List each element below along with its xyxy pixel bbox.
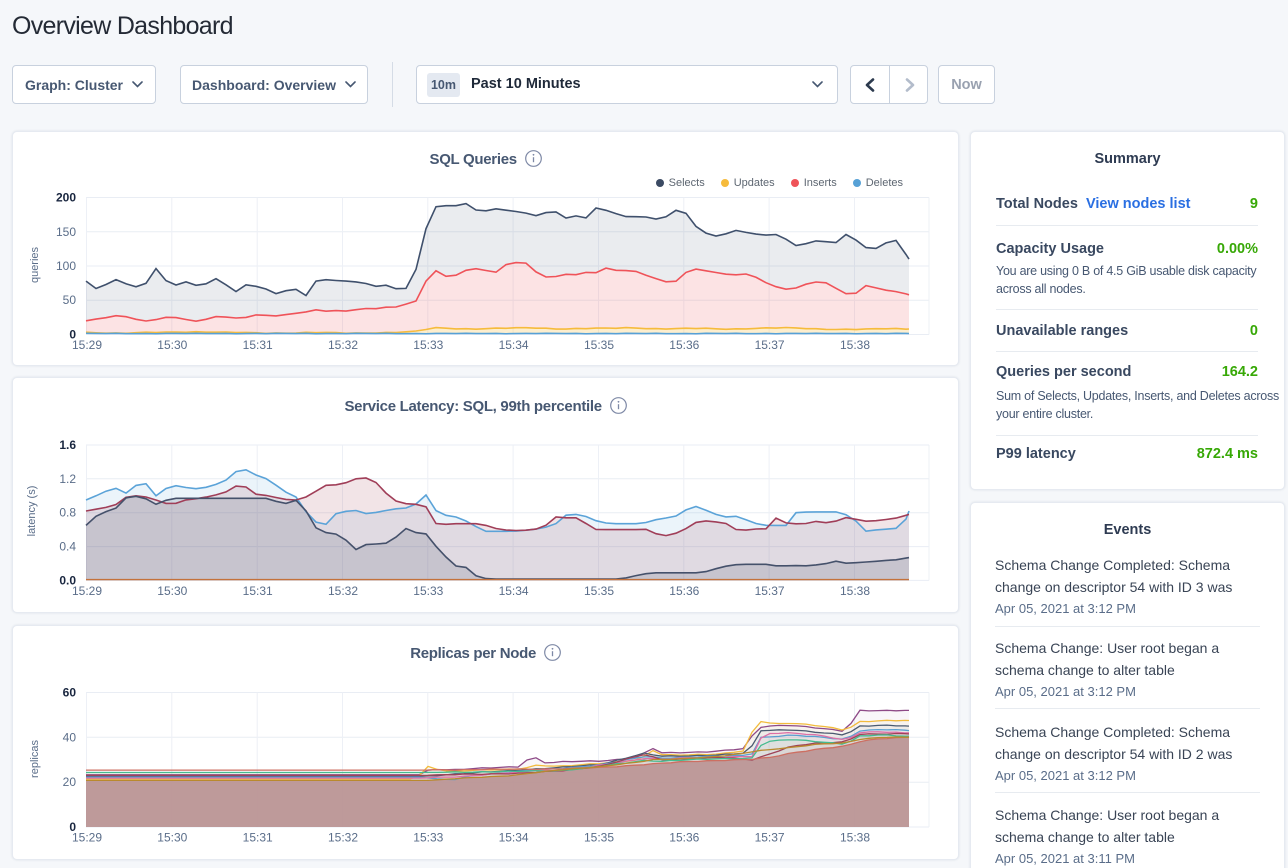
svg-text:15:34: 15:34: [499, 584, 529, 598]
svg-text:15:37: 15:37: [755, 831, 785, 845]
svg-text:1.6: 1.6: [59, 438, 76, 452]
svg-text:0: 0: [69, 328, 76, 342]
svg-text:0.0: 0.0: [59, 573, 76, 587]
svg-text:100: 100: [56, 259, 76, 273]
svg-text:20: 20: [63, 775, 77, 789]
svg-text:15:33: 15:33: [413, 338, 443, 352]
svg-text:15:35: 15:35: [584, 338, 614, 352]
svg-text:15:32: 15:32: [328, 584, 358, 598]
svg-text:15:29: 15:29: [72, 338, 102, 352]
svg-text:15:37: 15:37: [755, 584, 785, 598]
svg-text:15:31: 15:31: [243, 338, 273, 352]
svg-text:15:35: 15:35: [584, 831, 614, 845]
svg-text:60: 60: [63, 686, 77, 700]
svg-text:1.2: 1.2: [59, 472, 76, 486]
svg-text:15:32: 15:32: [328, 338, 358, 352]
svg-text:15:29: 15:29: [72, 831, 102, 845]
svg-text:15:36: 15:36: [669, 338, 699, 352]
svg-text:40: 40: [63, 730, 77, 744]
svg-text:200: 200: [56, 191, 76, 205]
svg-text:15:38: 15:38: [840, 584, 870, 598]
svg-text:15:31: 15:31: [243, 831, 273, 845]
svg-text:15:38: 15:38: [840, 831, 870, 845]
svg-text:15:36: 15:36: [669, 584, 699, 598]
svg-text:15:34: 15:34: [499, 338, 529, 352]
svg-text:15:32: 15:32: [328, 831, 358, 845]
svg-text:queries: queries: [29, 246, 41, 283]
svg-text:0: 0: [69, 820, 76, 834]
svg-text:15:33: 15:33: [413, 831, 443, 845]
svg-text:15:30: 15:30: [157, 584, 187, 598]
svg-text:replicas: replicas: [29, 740, 41, 778]
svg-text:latency (s): latency (s): [26, 486, 38, 537]
svg-text:15:30: 15:30: [157, 338, 187, 352]
svg-text:15:31: 15:31: [243, 584, 273, 598]
svg-text:15:33: 15:33: [413, 584, 443, 598]
svg-text:15:29: 15:29: [72, 584, 102, 598]
svg-text:15:30: 15:30: [157, 831, 187, 845]
svg-text:15:38: 15:38: [840, 338, 870, 352]
svg-text:15:36: 15:36: [669, 831, 699, 845]
svg-text:15:34: 15:34: [499, 831, 529, 845]
svg-text:0.8: 0.8: [59, 506, 76, 520]
svg-text:15:35: 15:35: [584, 584, 614, 598]
svg-text:0.4: 0.4: [59, 540, 76, 554]
svg-text:15:37: 15:37: [755, 338, 785, 352]
svg-text:50: 50: [63, 293, 77, 307]
svg-text:150: 150: [56, 225, 76, 239]
